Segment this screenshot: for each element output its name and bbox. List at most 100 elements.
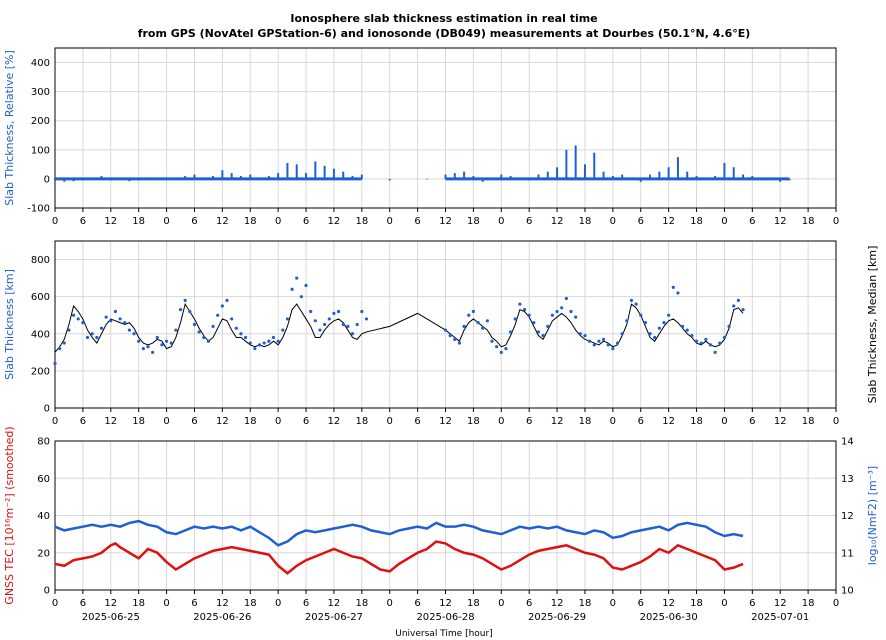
x-tick-label: 0 <box>387 216 393 227</box>
tec-line <box>54 540 744 575</box>
y-tick-label: 0 <box>44 586 50 597</box>
slab-dot <box>141 347 145 351</box>
x-tick-label: 18 <box>355 416 368 427</box>
slab-dot <box>58 347 62 351</box>
x-tick-label: 18 <box>690 216 703 227</box>
slab-dot <box>155 335 159 340</box>
slab-dot <box>174 328 178 332</box>
median-line <box>54 302 744 353</box>
y-tick-label: 400 <box>31 58 50 69</box>
slab-dot <box>164 339 169 343</box>
chart-title-line1: Ionosphere slab thickness estimation in … <box>290 12 597 25</box>
slab-dot <box>355 322 359 327</box>
slab-dot <box>211 324 215 328</box>
slab-dot <box>457 341 462 345</box>
slab-dot <box>736 298 740 302</box>
y-tick-label: 300 <box>31 87 50 98</box>
slab-dot <box>169 341 173 345</box>
x-tick-label: 6 <box>638 216 644 227</box>
slab-dot <box>448 334 452 338</box>
x-tick-label: 6 <box>526 216 532 227</box>
slab-dot <box>741 308 745 312</box>
x-tick-label: 12 <box>104 416 117 427</box>
slab-dot <box>253 347 257 351</box>
x-tick-label: 6 <box>80 216 86 227</box>
slab-dot <box>85 335 90 340</box>
slab-dot <box>615 341 620 345</box>
slab-dot <box>625 319 629 323</box>
slab-dot <box>62 341 66 345</box>
x-tick-label: 18 <box>802 216 815 227</box>
x-tick-label: 0 <box>163 598 169 609</box>
slab-dot <box>192 322 197 327</box>
x-tick-label: 0 <box>498 598 504 609</box>
slab-dot <box>657 326 661 330</box>
slab-dot <box>160 343 164 347</box>
slab-dot <box>285 317 290 321</box>
x-tick-label: 0 <box>275 598 281 609</box>
slab-dot <box>271 335 276 340</box>
x-tick-label: 18 <box>579 216 592 227</box>
slab-dot <box>151 350 155 354</box>
slab-dot <box>718 341 722 345</box>
slab-dot <box>104 315 108 319</box>
y-tick-label: 400 <box>31 329 50 340</box>
x-tick-label: 0 <box>387 416 393 427</box>
x-tick-label: 6 <box>414 416 420 427</box>
slab-dot <box>527 313 531 317</box>
x-tick-label: 6 <box>191 416 197 427</box>
slab-dot <box>643 321 647 325</box>
x-tick-label: 6 <box>191 598 197 609</box>
x-tick-label: 0 <box>52 416 58 427</box>
y-axis-label: Slab Thickness, Relative [%] <box>3 50 16 206</box>
plot-border <box>54 440 837 591</box>
y-tick-label-right: 11 <box>841 548 854 559</box>
x-tick-label: 18 <box>467 416 480 427</box>
chart-title-line2: from GPS (NovAtel GPStation-6) and ionos… <box>138 27 751 40</box>
slab-dot <box>239 332 243 336</box>
date-label: 2025-06-28 <box>416 612 474 623</box>
slab-dot <box>495 345 499 349</box>
y-tick-label: 40 <box>37 511 50 522</box>
y-tick-label: 80 <box>37 437 50 448</box>
slab-dot <box>95 335 99 340</box>
y-tick-label: 200 <box>31 116 50 127</box>
x-tick-label: 12 <box>774 216 787 227</box>
x-tick-label: 0 <box>498 416 504 427</box>
slab-dot <box>513 317 517 321</box>
slab-dot <box>676 291 680 295</box>
x-tick-label: 18 <box>132 216 145 227</box>
x-tick-label: 0 <box>275 216 281 227</box>
slab-dot <box>680 324 685 328</box>
slab-dot <box>597 339 601 343</box>
slab-dot <box>360 309 364 314</box>
x-tick-label: 0 <box>610 416 616 427</box>
y-tick-label-right: 13 <box>841 474 854 485</box>
slab-dot <box>118 317 122 321</box>
x-tick-label: 0 <box>833 216 839 227</box>
slab-dot <box>732 304 736 308</box>
slab-dot <box>708 343 713 347</box>
x-tick-label: 18 <box>802 416 815 427</box>
x-tick-label: 12 <box>216 598 229 609</box>
date-label: 2025-06-29 <box>528 612 586 623</box>
y-tick-label: 600 <box>31 292 50 303</box>
slab-dot <box>323 322 327 327</box>
x-tick-label: 12 <box>551 416 564 427</box>
slab-dot <box>313 319 317 323</box>
y-tick-label: 60 <box>37 474 50 485</box>
slab-dot <box>588 339 592 343</box>
slab-dot <box>541 334 545 338</box>
slab-dot <box>197 330 201 334</box>
slab-dot <box>690 334 694 338</box>
slab-dot <box>350 332 355 336</box>
slab-dot <box>267 339 271 343</box>
x-tick-label: 0 <box>387 598 393 609</box>
slab-dot <box>555 309 559 314</box>
slab-dot <box>71 313 76 317</box>
slab-dot <box>230 317 234 321</box>
slab-dot <box>295 276 299 280</box>
slab-dot <box>620 332 624 336</box>
x-tick-label: 18 <box>244 598 257 609</box>
slab-dot <box>109 319 113 323</box>
